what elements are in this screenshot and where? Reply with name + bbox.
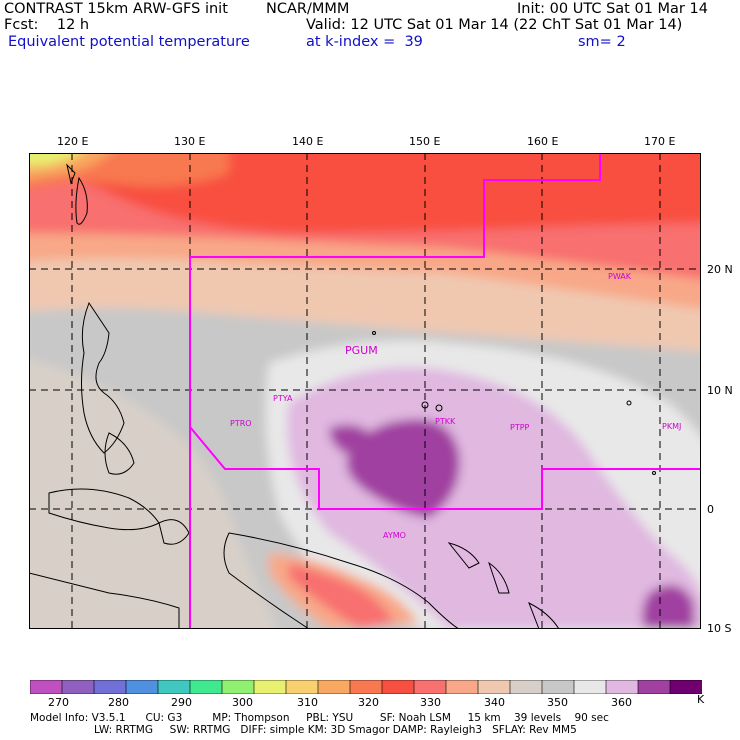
colorbar-swatch [605, 680, 639, 694]
coastlines [29, 163, 656, 629]
colorbar-label-310: 310 [297, 696, 318, 709]
theta-e-map [29, 153, 701, 629]
colorbar-label-300: 300 [232, 696, 253, 709]
station-ptro: PTRO [230, 419, 252, 428]
colorbar-swatch [637, 680, 671, 694]
colorbar-swatch [477, 680, 511, 694]
model-info-line1: Model Info: V3.5.1 CU: G3 MP: Thompson P… [30, 712, 609, 724]
station-ptpp: PTPP [510, 423, 530, 432]
nest-boundary-south [189, 426, 701, 510]
lon-label-170e: 170 E [644, 135, 676, 148]
station-pwak: PWAK [608, 272, 632, 281]
lon-label-120e: 120 E [57, 135, 89, 148]
init-time: Init: 00 UTC Sat 01 Mar 14 [517, 1, 708, 17]
institution: NCAR/MMM [266, 1, 350, 17]
colorbar-label-340: 340 [484, 696, 505, 709]
lat-label-10n: 10 N [707, 384, 733, 397]
colorbar-swatch [317, 680, 351, 694]
colorbar-swatch [221, 680, 255, 694]
valid-time: Valid: 12 UTC Sat 01 Mar 14 (22 ChT Sat … [306, 17, 683, 33]
colorbar-swatch [157, 680, 191, 694]
lon-label-140e: 140 E [292, 135, 324, 148]
lon-label-160e: 160 E [527, 135, 559, 148]
station-pkmj: PKMJ [662, 422, 682, 431]
lon-label-150e: 150 E [409, 135, 441, 148]
k-index: at k-index = 39 [306, 34, 423, 50]
colorbar-swatch [381, 680, 415, 694]
forecast-hour: Fcst: 12 h [4, 17, 90, 33]
smoothing: sm= 2 [578, 34, 626, 50]
map-frame [29, 153, 701, 629]
nest-boundary [189, 153, 601, 629]
model-info-line2: LW: RRTMG SW: RRTMG DIFF: simple KM: 3D … [94, 724, 577, 736]
station-aymo: AYMO [383, 531, 406, 540]
lat-label-10s: 10 S [707, 622, 732, 635]
colorbar-label-320: 320 [358, 696, 379, 709]
colorbar-swatch [541, 680, 575, 694]
colorbar-label-290: 290 [171, 696, 192, 709]
colorbar-label-350: 350 [547, 696, 568, 709]
colorbar-swatch [189, 680, 223, 694]
colorbar-swatch [413, 680, 447, 694]
lat-label-0: 0 [707, 503, 714, 516]
colorbar-label-330: 330 [420, 696, 441, 709]
colorbar-swatch [445, 680, 479, 694]
shading-bands [29, 153, 701, 629]
colorbar-swatch [285, 680, 319, 694]
colorbar-swatch [61, 680, 95, 694]
colorbar-swatch [573, 680, 607, 694]
colorbar-swatch [30, 680, 63, 694]
model-title: CONTRAST 15km ARW-GFS init [4, 1, 228, 17]
station-pgum: PGUM [345, 344, 378, 357]
station-ptkk: PTKK [435, 417, 456, 426]
colorbar-unit: K [697, 693, 705, 706]
colorbar-label-280: 280 [108, 696, 129, 709]
lon-label-130e: 130 E [174, 135, 206, 148]
colorbar-swatch [125, 680, 159, 694]
colorbar-label-270: 270 [48, 696, 69, 709]
lat-label-20n: 20 N [707, 263, 733, 276]
colorbar-label-360: 360 [611, 696, 632, 709]
colorbar-swatch [349, 680, 383, 694]
colorbar-swatch [253, 680, 287, 694]
colorbar [30, 680, 702, 694]
colorbar-swatch [93, 680, 127, 694]
colorbar-swatch [669, 680, 702, 694]
station-ptya: PTYA [273, 394, 293, 403]
field-name: Equivalent potential temperature [8, 34, 250, 50]
colorbar-swatch [509, 680, 543, 694]
